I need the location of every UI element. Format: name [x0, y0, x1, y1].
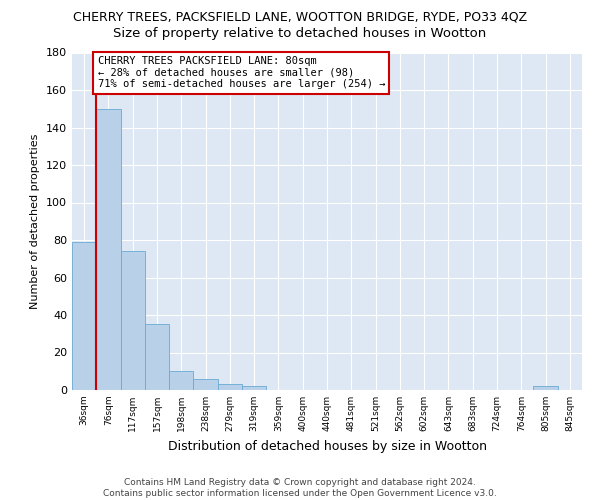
Bar [145, 324, 169, 390]
Text: Contains HM Land Registry data © Crown copyright and database right 2024.
Contai: Contains HM Land Registry data © Crown c… [103, 478, 497, 498]
Text: Size of property relative to detached houses in Wootton: Size of property relative to detached ho… [113, 28, 487, 40]
Bar [121, 251, 145, 390]
Bar [242, 386, 266, 390]
X-axis label: Distribution of detached houses by size in Wootton: Distribution of detached houses by size … [167, 440, 487, 452]
Text: CHERRY TREES, PACKSFIELD LANE, WOOTTON BRIDGE, RYDE, PO33 4QZ: CHERRY TREES, PACKSFIELD LANE, WOOTTON B… [73, 10, 527, 23]
Bar [169, 371, 193, 390]
Y-axis label: Number of detached properties: Number of detached properties [31, 134, 40, 309]
Bar [193, 379, 218, 390]
Bar [218, 384, 242, 390]
Bar [72, 242, 96, 390]
Bar [96, 109, 121, 390]
Text: CHERRY TREES PACKSFIELD LANE: 80sqm
← 28% of detached houses are smaller (98)
71: CHERRY TREES PACKSFIELD LANE: 80sqm ← 28… [97, 56, 385, 90]
Bar [533, 386, 558, 390]
